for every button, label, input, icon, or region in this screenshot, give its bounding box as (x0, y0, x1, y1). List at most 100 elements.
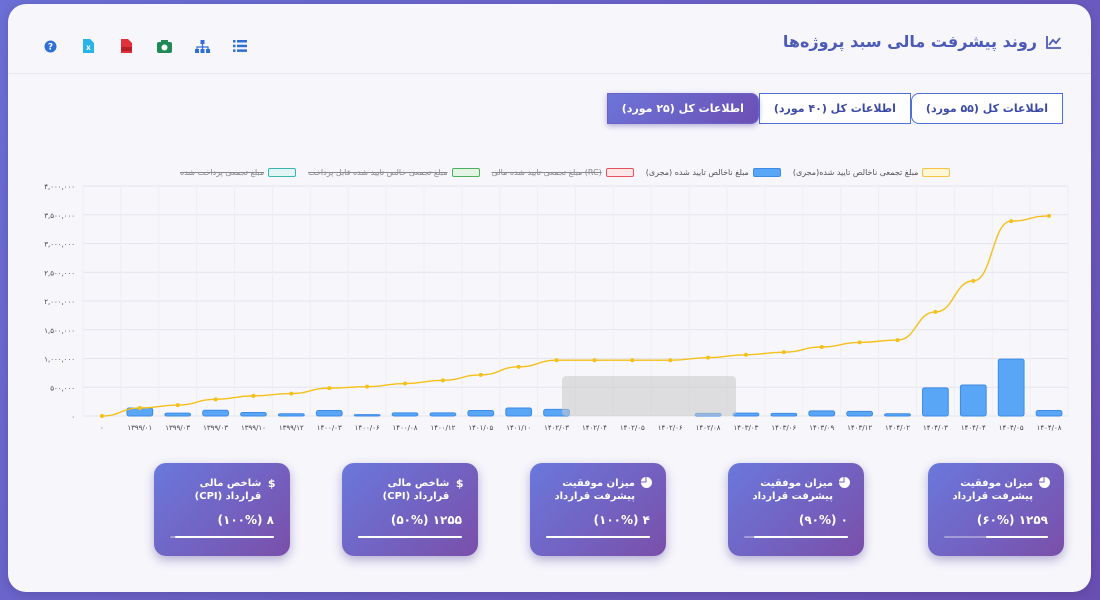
legend-item-2[interactable]: مبلغ تجمعی تایید شده مالی (RC) (492, 168, 634, 177)
bar (429, 412, 457, 417)
kpi-label: میزان موفقیت پیشرفت قرارداد (952, 478, 1034, 502)
line-chart-icon (1046, 35, 1061, 49)
y-tick-label: ۱,۵۰۰,۰۰۰ (44, 327, 75, 335)
toolbar: ? X (42, 38, 248, 54)
bar (467, 410, 495, 417)
tab-55-items[interactable]: اطلاعات کل (۵۵ مورد) (910, 93, 1063, 124)
legend-swatch (752, 168, 781, 177)
kpi-head: $ شاخص مالی قرارداد (CPI) (166, 477, 276, 503)
legend-item-1[interactable]: مبلغ ناخالص تایید شده (مجری) (646, 168, 781, 177)
line-point (668, 358, 673, 363)
line-point (1047, 213, 1052, 218)
kpi-card[interactable]: میزان موفقیت پیشرفت قرارداد ۱۲۵۹ (۶۰%) (928, 463, 1064, 556)
x-tick-label: ۱۳۹۹/۱۰ (241, 424, 266, 432)
x-tick-label: ۱۴۰۲/۰۶ (658, 424, 683, 432)
excel-icon[interactable]: X (80, 38, 96, 54)
line-point (99, 414, 104, 418)
x-tick-label: ۱۴۰۴/۰۳ (923, 424, 948, 432)
x-tick-label: ۱۴۰۲/۰۵ (620, 424, 645, 432)
kpi-label: میزان موفقیت پیشرفت قرارداد (752, 478, 834, 502)
x-tick-label: ۱۴۰۰/۱۲ (430, 424, 455, 432)
kpi-value: ۴ (۱۰۰%) (593, 513, 650, 527)
chart-legend: مبلغ تجمعی ناخالص تایید شده(مجری) مبلغ نا… (180, 168, 951, 177)
kpi-head: میزان موفقیت پیشرفت قرارداد (940, 477, 1050, 503)
bar (808, 410, 836, 417)
line-point (137, 405, 142, 410)
x-tick-label: ۱۴۰۴/۰۵ (999, 424, 1024, 432)
line-point (895, 338, 900, 343)
y-tick-label: ۳,۵۰۰,۰۰۰ (44, 212, 75, 220)
line-point (592, 358, 597, 363)
kpi-progress-track (170, 536, 274, 538)
kpi-value: ۱۲۵۹ (۶۰%) (976, 513, 1048, 527)
kpi-progress-track (944, 536, 1048, 538)
line-point (365, 384, 370, 389)
kpi-progress-fill (358, 536, 462, 538)
x-tick-label: ۰ (100, 424, 104, 432)
org-chart-icon[interactable] (194, 38, 210, 54)
kpi-card[interactable]: میزان موفقیت پیشرفت قرارداد ۰ (۹۰%) (728, 463, 864, 556)
line-point (516, 364, 521, 369)
bar (391, 412, 419, 417)
legend-item-3[interactable]: مبلغ تجمعی خالص تایید شده قابل پرداخت (308, 168, 480, 177)
x-tick-label: ۱۴۰۴/۰۴ (961, 424, 986, 432)
y-tick-label: ۱,۰۰۰,۰۰۰ (44, 356, 75, 364)
kpi-label: شاخص مالی قرارداد (CPI) (194, 478, 262, 502)
legend-swatch (451, 168, 480, 177)
x-tick-label: ۱۴۰۴/۰۸ (1037, 424, 1062, 432)
legend-item-4[interactable]: مبلغ تجمعی پرداخت شده (180, 168, 297, 177)
kpi-card[interactable]: میزان موفقیت پیشرفت قرارداد ۴ (۱۰۰%) (530, 463, 666, 556)
bar (277, 413, 305, 417)
line-point (1009, 219, 1014, 224)
y-tick-label: ۴,۰۰۰,۰۰۰ (44, 183, 75, 191)
x-tick-label: ۱۳۹۹/۰۳ (203, 424, 228, 432)
pie-icon (1039, 477, 1050, 491)
list-icon[interactable] (232, 38, 248, 54)
line-point (819, 345, 824, 349)
bar (202, 409, 229, 417)
line-point (554, 358, 559, 363)
line-point (933, 309, 938, 314)
bar (922, 387, 949, 417)
bar (315, 410, 343, 417)
camera-icon[interactable] (156, 38, 172, 54)
y-tick-label: ۳,۰۰۰,۰۰۰ (44, 241, 75, 249)
x-tick-label: ۱۴۰۳/۰۶ (771, 424, 796, 432)
bar (505, 407, 533, 417)
kpi-card[interactable]: $ شاخص مالی قرارداد (CPI) ۸ (۱۰۰%) (154, 463, 290, 556)
x-tick-label: ۱۴۰۰/۰۶ (355, 424, 380, 432)
dollar-icon: $ (455, 477, 464, 490)
kpi-progress-track (546, 536, 650, 538)
kpi-head: میزان موفقیت پیشرفت قرارداد (542, 477, 652, 503)
kpi-card[interactable]: $ شاخص مالی قرارداد (CPI) ۱۲۵۵ (۵۰%) (342, 463, 478, 556)
legend-label: مبلغ تجمعی تایید شده مالی (RC) (491, 168, 602, 177)
kpi-label: شاخص مالی قرارداد (CPI) (382, 478, 450, 502)
x-tick-label: ۱۳۹۹/۰۱ (127, 424, 152, 432)
legend-label: مبلغ تجمعی ناخالص تایید شده(مجری) (792, 168, 919, 177)
tab-25-items[interactable]: اطلاعات کل (۲۵ مورد) (606, 93, 759, 124)
y-tick-label: ۲,۵۰۰,۰۰۰ (44, 269, 75, 277)
help-icon[interactable]: ? (42, 38, 58, 54)
legend-item-0[interactable]: مبلغ تجمعی ناخالص تایید شده(مجری) (793, 168, 951, 177)
line-point (440, 378, 445, 383)
kpi-label: میزان موفقیت پیشرفت قرارداد (554, 478, 636, 502)
tooltip-box (562, 376, 736, 416)
bar (353, 414, 381, 417)
legend-swatch (922, 168, 951, 177)
kpi-value: ۰ (۹۰%) (798, 513, 848, 527)
line-point (175, 403, 180, 408)
y-tick-label: ۵۰۰,۰۰۰ (50, 384, 75, 392)
y-tick-label: ۲,۰۰۰,۰۰۰ (44, 298, 75, 306)
x-tick-label: ۱۴۰۲/۰۳ (544, 424, 569, 432)
x-tick-label: ۱۴۰۳/۰۳ (734, 424, 759, 432)
tab-40-items[interactable]: اطلاعات کل (۴۰ مورد) (758, 93, 911, 124)
header: روند پیشرفت مالی سبد پروژه‌ها ? X (8, 4, 1091, 74)
x-tick-label: ۱۴۰۲/۰۸ (696, 424, 721, 432)
legend-label: مبلغ تجمعی پرداخت شده (180, 168, 265, 177)
x-tick-label: ۱۴۰۰/۰۳ (317, 424, 342, 432)
pie-icon (641, 477, 652, 491)
line-point (971, 278, 976, 283)
line-point (857, 340, 862, 345)
pdf-icon[interactable] (118, 38, 134, 54)
x-tick-label: ۱۳۹۹/۰۳ (165, 424, 190, 432)
